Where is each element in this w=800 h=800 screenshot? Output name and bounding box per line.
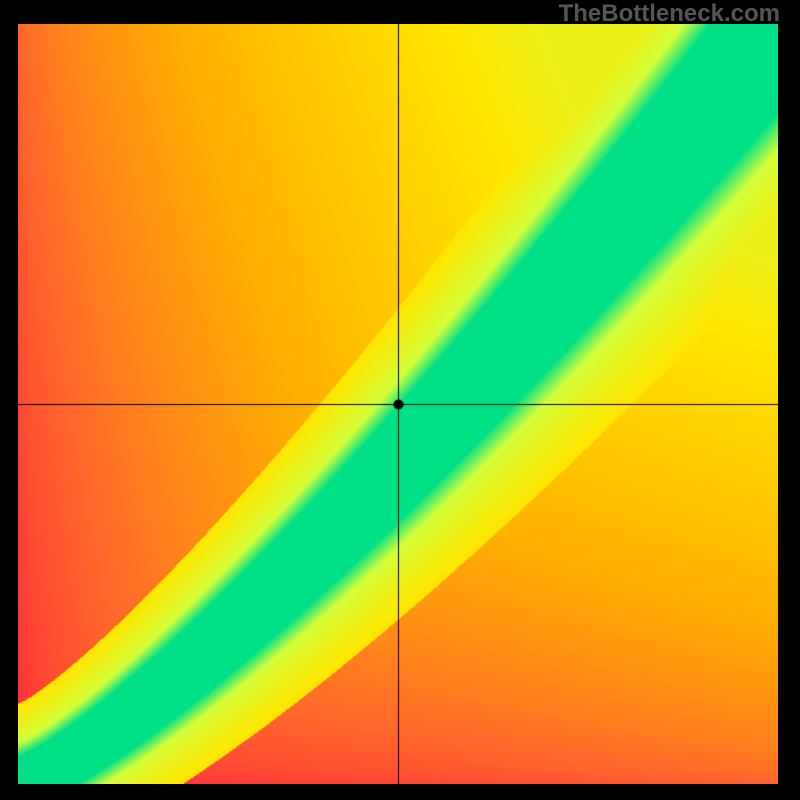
- watermark-text: TheBottleneck.com: [559, 0, 780, 28]
- chart-container: TheBottleneck.com: [0, 0, 800, 800]
- bottleneck-heatmap: [18, 24, 778, 784]
